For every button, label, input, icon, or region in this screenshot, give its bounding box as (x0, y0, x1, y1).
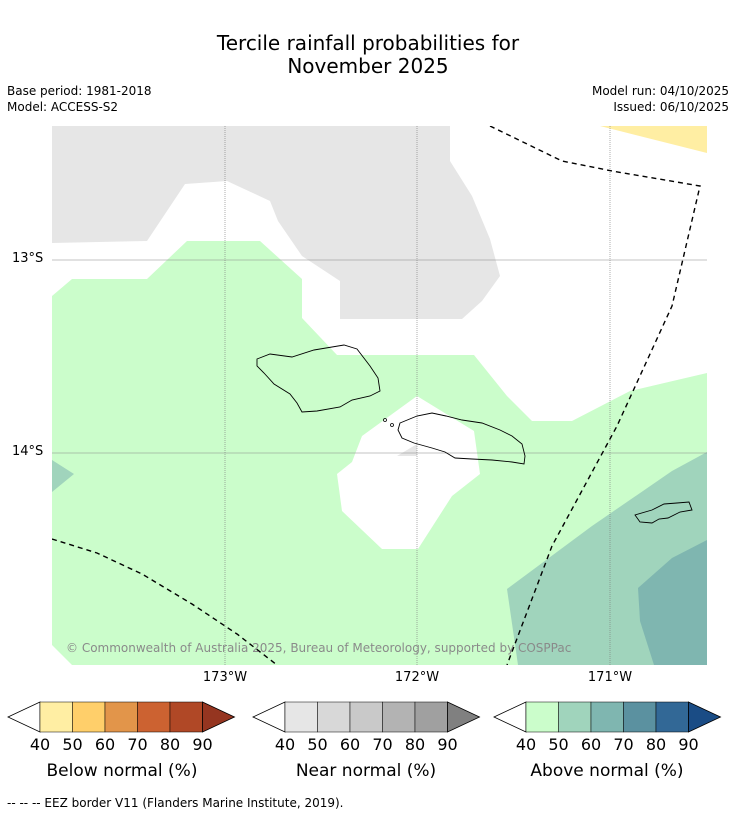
colorbar-tick-label: 60 (339, 735, 361, 754)
colorbar-title-near: Near normal (%) (295, 761, 437, 781)
colorbar-extend-low (493, 701, 527, 733)
island-upolu (397, 412, 526, 465)
colorbar-tick-label: 90 (437, 735, 458, 754)
colorbar-extend-low (7, 701, 41, 733)
colorbar-segment (623, 701, 657, 733)
colorbar-extend-high (447, 701, 481, 733)
colorbar-tick-label: 40 (515, 735, 537, 754)
colorbar-segment (72, 701, 106, 733)
colorbar-tick-label: 70 (372, 735, 393, 754)
colorbars-svg (7, 701, 722, 733)
copyright-notice: © Commonwealth of Australia 2025, Bureau… (66, 641, 572, 655)
colorbar-segment (137, 701, 171, 733)
lon-label-173w: 173°W (202, 670, 248, 685)
colorbar-tick-label: 40 (274, 735, 296, 754)
colorbar-tick-label: 40 (29, 735, 51, 754)
colorbar-tick-label: 50 (307, 735, 328, 754)
eez-border-south (52, 538, 278, 665)
lon-label-171w: 171°W (587, 670, 633, 685)
colorbar-title-below: Below normal (%) (46, 761, 198, 781)
meta-left: Base period: 1981-2018 Model: ACCESS-S2 (7, 83, 152, 115)
base-period: Base period: 1981-2018 (7, 84, 152, 98)
above-normal-60-region (638, 540, 707, 665)
colorbar-segment (525, 701, 559, 733)
below-normal-region (600, 126, 707, 153)
map-svg (52, 126, 707, 665)
map-title-line2: November 2025 (287, 54, 449, 78)
colorbar-above-normal (493, 701, 722, 733)
colorbar-tick-label: 70 (613, 735, 634, 754)
meta-right: Model run: 04/10/2025 Issued: 06/10/2025 (592, 83, 729, 115)
island-tutuila (634, 501, 693, 524)
colorbar-segment (169, 701, 203, 733)
colorbar-extend-high (688, 701, 722, 733)
colorbar-tick-label: 50 (62, 735, 83, 754)
colorbar-tick-label: 80 (645, 735, 667, 754)
colorbar-near-normal (252, 701, 481, 733)
colorbar-tick-label: 60 (94, 735, 116, 754)
colorbar-segment (104, 701, 138, 733)
colorbar-segment (317, 701, 351, 733)
lat-label-13s: 13°S (12, 251, 44, 266)
colorbar-segment (382, 701, 416, 733)
near-normal-region (52, 126, 500, 319)
climatology-region (337, 396, 480, 549)
eez-footnote: -- -- -- EEZ border V11 (Flanders Marine… (7, 796, 344, 810)
lon-label-172w: 172°W (394, 670, 440, 685)
white-corner (52, 645, 72, 665)
lat-label-14s: 14°S (12, 444, 44, 459)
model-name: Model: ACCESS-S2 (7, 100, 119, 114)
map-panel (52, 126, 707, 665)
model-run: Model run: 04/10/2025 (591, 84, 729, 98)
colorbar-extend-high (202, 701, 236, 733)
eez-border-north (489, 126, 701, 665)
colorbar-tick-label: 70 (127, 735, 148, 754)
colorbar-segment (558, 701, 592, 733)
colorbar-tick-label: 80 (159, 735, 181, 754)
colorbar-segment (414, 701, 448, 733)
colorbar-tick-label: 90 (192, 735, 213, 754)
colorbar-tick-label: 50 (548, 735, 569, 754)
island-savaii (256, 344, 381, 413)
colorbar-tick-label: 90 (678, 735, 699, 754)
colorbar-segment (284, 701, 318, 733)
issued-date: Issued: 06/10/2025 (613, 100, 729, 114)
colorbar-title-above: Above normal (%) (530, 761, 684, 781)
colorbar-segment (655, 701, 689, 733)
colorbar-tick-label: 60 (580, 735, 602, 754)
colorbar-segment (39, 701, 73, 733)
map-title-line1: Tercile rainfall probabilities for (216, 31, 520, 55)
island-manono (390, 423, 394, 427)
island-apolima (383, 418, 387, 422)
above-normal-50-west (52, 460, 74, 492)
colorbar-tick-label: 80 (404, 735, 426, 754)
colorbar-segment (349, 701, 383, 733)
colorbar-extend-low (252, 701, 286, 733)
colorbar-below-normal (7, 701, 236, 733)
colorbar-segment (590, 701, 624, 733)
